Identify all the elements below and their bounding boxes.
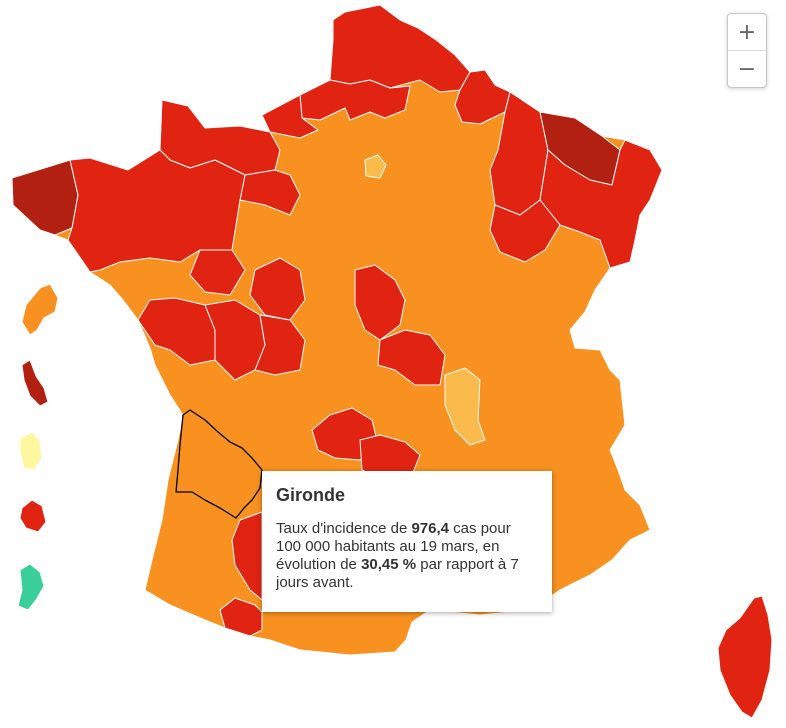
tooltip-text-part-1: Taux d'incidence de bbox=[276, 520, 412, 537]
tooltip-text-part-3: par rapport à 7 jours avant. bbox=[276, 556, 519, 591]
zoom-in-button[interactable]: + bbox=[737, 19, 757, 45]
department-tooltip: Gironde Taux d'incidence de 976,4 cas po… bbox=[262, 471, 552, 612]
dept-reunion[interactable] bbox=[19, 499, 47, 533]
dept-corse[interactable] bbox=[717, 595, 773, 719]
zoom-control: + − bbox=[727, 13, 767, 88]
tooltip-department-name: Gironde bbox=[276, 485, 346, 505]
tooltip-text: Taux d'incidence de 976,4 cas pour 100 0… bbox=[276, 520, 537, 592]
dept-guyane[interactable] bbox=[19, 431, 43, 471]
dept-somme[interactable] bbox=[299, 79, 411, 121]
dept-indre-et-loire[interactable] bbox=[249, 257, 306, 321]
dept-finistere[interactable] bbox=[11, 159, 79, 236]
dept-vendee-charente-maritime[interactable] bbox=[137, 297, 216, 366]
dept-nord[interactable] bbox=[329, 4, 471, 93]
dept-gironde[interactable] bbox=[175, 409, 263, 519]
dept-cher[interactable] bbox=[354, 264, 406, 341]
dept-haute-marne[interactable] bbox=[489, 199, 561, 263]
tooltip-evolution: 30,45 % bbox=[361, 556, 417, 573]
dept-guadeloupe[interactable] bbox=[21, 359, 49, 407]
dept-mayotte[interactable] bbox=[17, 563, 45, 611]
dept-martinique-top[interactable] bbox=[21, 283, 59, 336]
dept-bas-rhin-vosges[interactable] bbox=[539, 139, 663, 269]
dept-allier[interactable] bbox=[377, 329, 446, 386]
zoom-out-button[interactable]: − bbox=[728, 50, 766, 87]
dept-loire[interactable] bbox=[444, 367, 486, 446]
tooltip-text-part-2: cas pour 100 000 habitants au 19 mars, e… bbox=[276, 520, 511, 573]
dept-seine-maritime[interactable] bbox=[261, 94, 319, 139]
dept-haute-vienne[interactable] bbox=[254, 314, 306, 376]
dept-pyrenees-atlantiques[interactable] bbox=[219, 597, 263, 637]
tooltip-rate: 976,4 bbox=[411, 520, 450, 537]
dept-sarthe[interactable] bbox=[189, 249, 246, 296]
dept-orne-eure[interactable] bbox=[239, 169, 301, 216]
dept-paris[interactable] bbox=[364, 154, 387, 179]
